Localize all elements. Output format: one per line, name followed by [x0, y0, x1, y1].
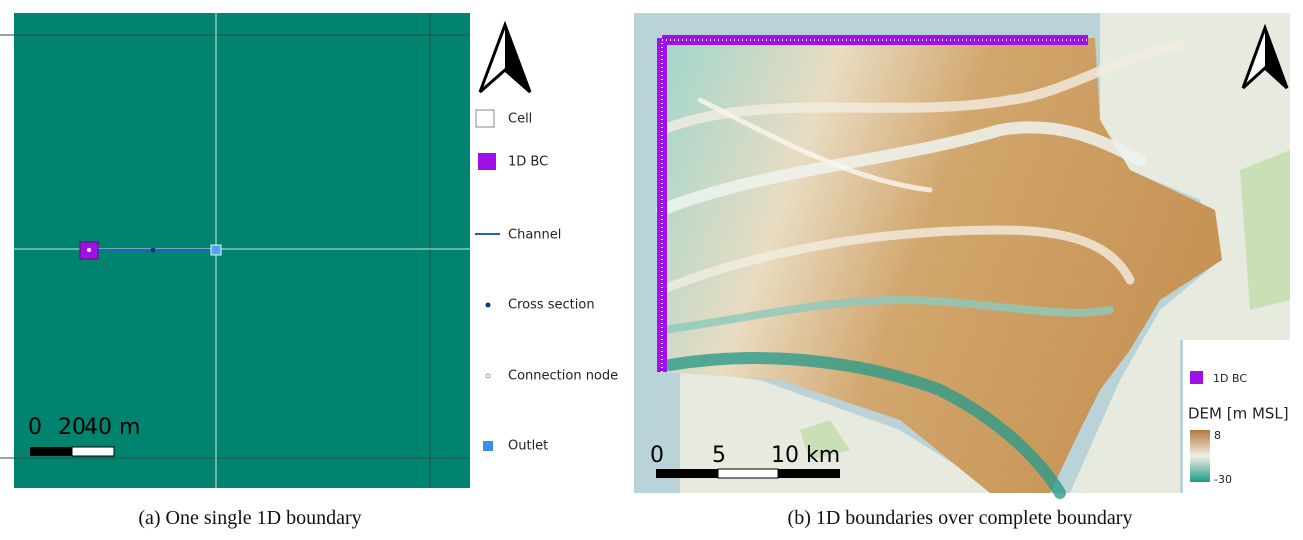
caption: (a) One single 1D boundary: [138, 507, 361, 529]
legend-label: Channel: [508, 228, 561, 243]
legend-label: Cross section: [508, 298, 595, 313]
scale-label: 0: [650, 443, 664, 468]
scale-bar: [30, 447, 72, 456]
legend-swatch: [1190, 371, 1203, 384]
legend-swatch: [483, 441, 493, 451]
scale-label: 0: [28, 415, 42, 440]
outlet: [211, 245, 221, 255]
legend-label: 1D BC: [1213, 372, 1247, 385]
panel-a: 0 20 40 m Cell 1D BC Channel Cross secti…: [0, 13, 618, 529]
colorbar-label: 8: [1214, 429, 1221, 442]
scale-bar: [72, 447, 114, 456]
scale-bar: [778, 469, 840, 478]
scale-label: 5: [712, 443, 726, 468]
caption: (b) 1D boundaries over complete boundary: [788, 507, 1133, 529]
scale-bar: [656, 469, 718, 478]
legend-swatch: [476, 110, 494, 127]
page: {"panel_a": {"scale_labels": ["0", "20",…: [0, 0, 1303, 540]
connection-node: [87, 248, 91, 252]
legend-swatch: [478, 153, 496, 170]
scale-label: 40 m: [84, 415, 140, 440]
legend-label: Connection node: [508, 369, 618, 384]
legend-label: 1D BC: [508, 155, 548, 170]
legend-label: Cell: [508, 112, 532, 127]
figure: 0 20 40 m Cell 1D BC Channel Cross secti…: [0, 0, 1303, 540]
cross-section: [151, 248, 156, 253]
legend-swatch: [486, 374, 490, 378]
panel-b: 0 5 10 km 1D BC DEM [m MSL] 8 -30 (b) 1D…: [634, 13, 1290, 529]
colorbar: [1190, 430, 1210, 482]
colorbar-title: DEM [m MSL]: [1188, 405, 1289, 423]
colorbar-label: -30: [1214, 473, 1232, 486]
scale-label: 20: [58, 415, 86, 440]
scale-label: 10 km: [771, 443, 840, 468]
scale-bar: [718, 469, 778, 478]
legend-label: Outlet: [508, 439, 548, 454]
legend-swatch: [486, 303, 491, 308]
